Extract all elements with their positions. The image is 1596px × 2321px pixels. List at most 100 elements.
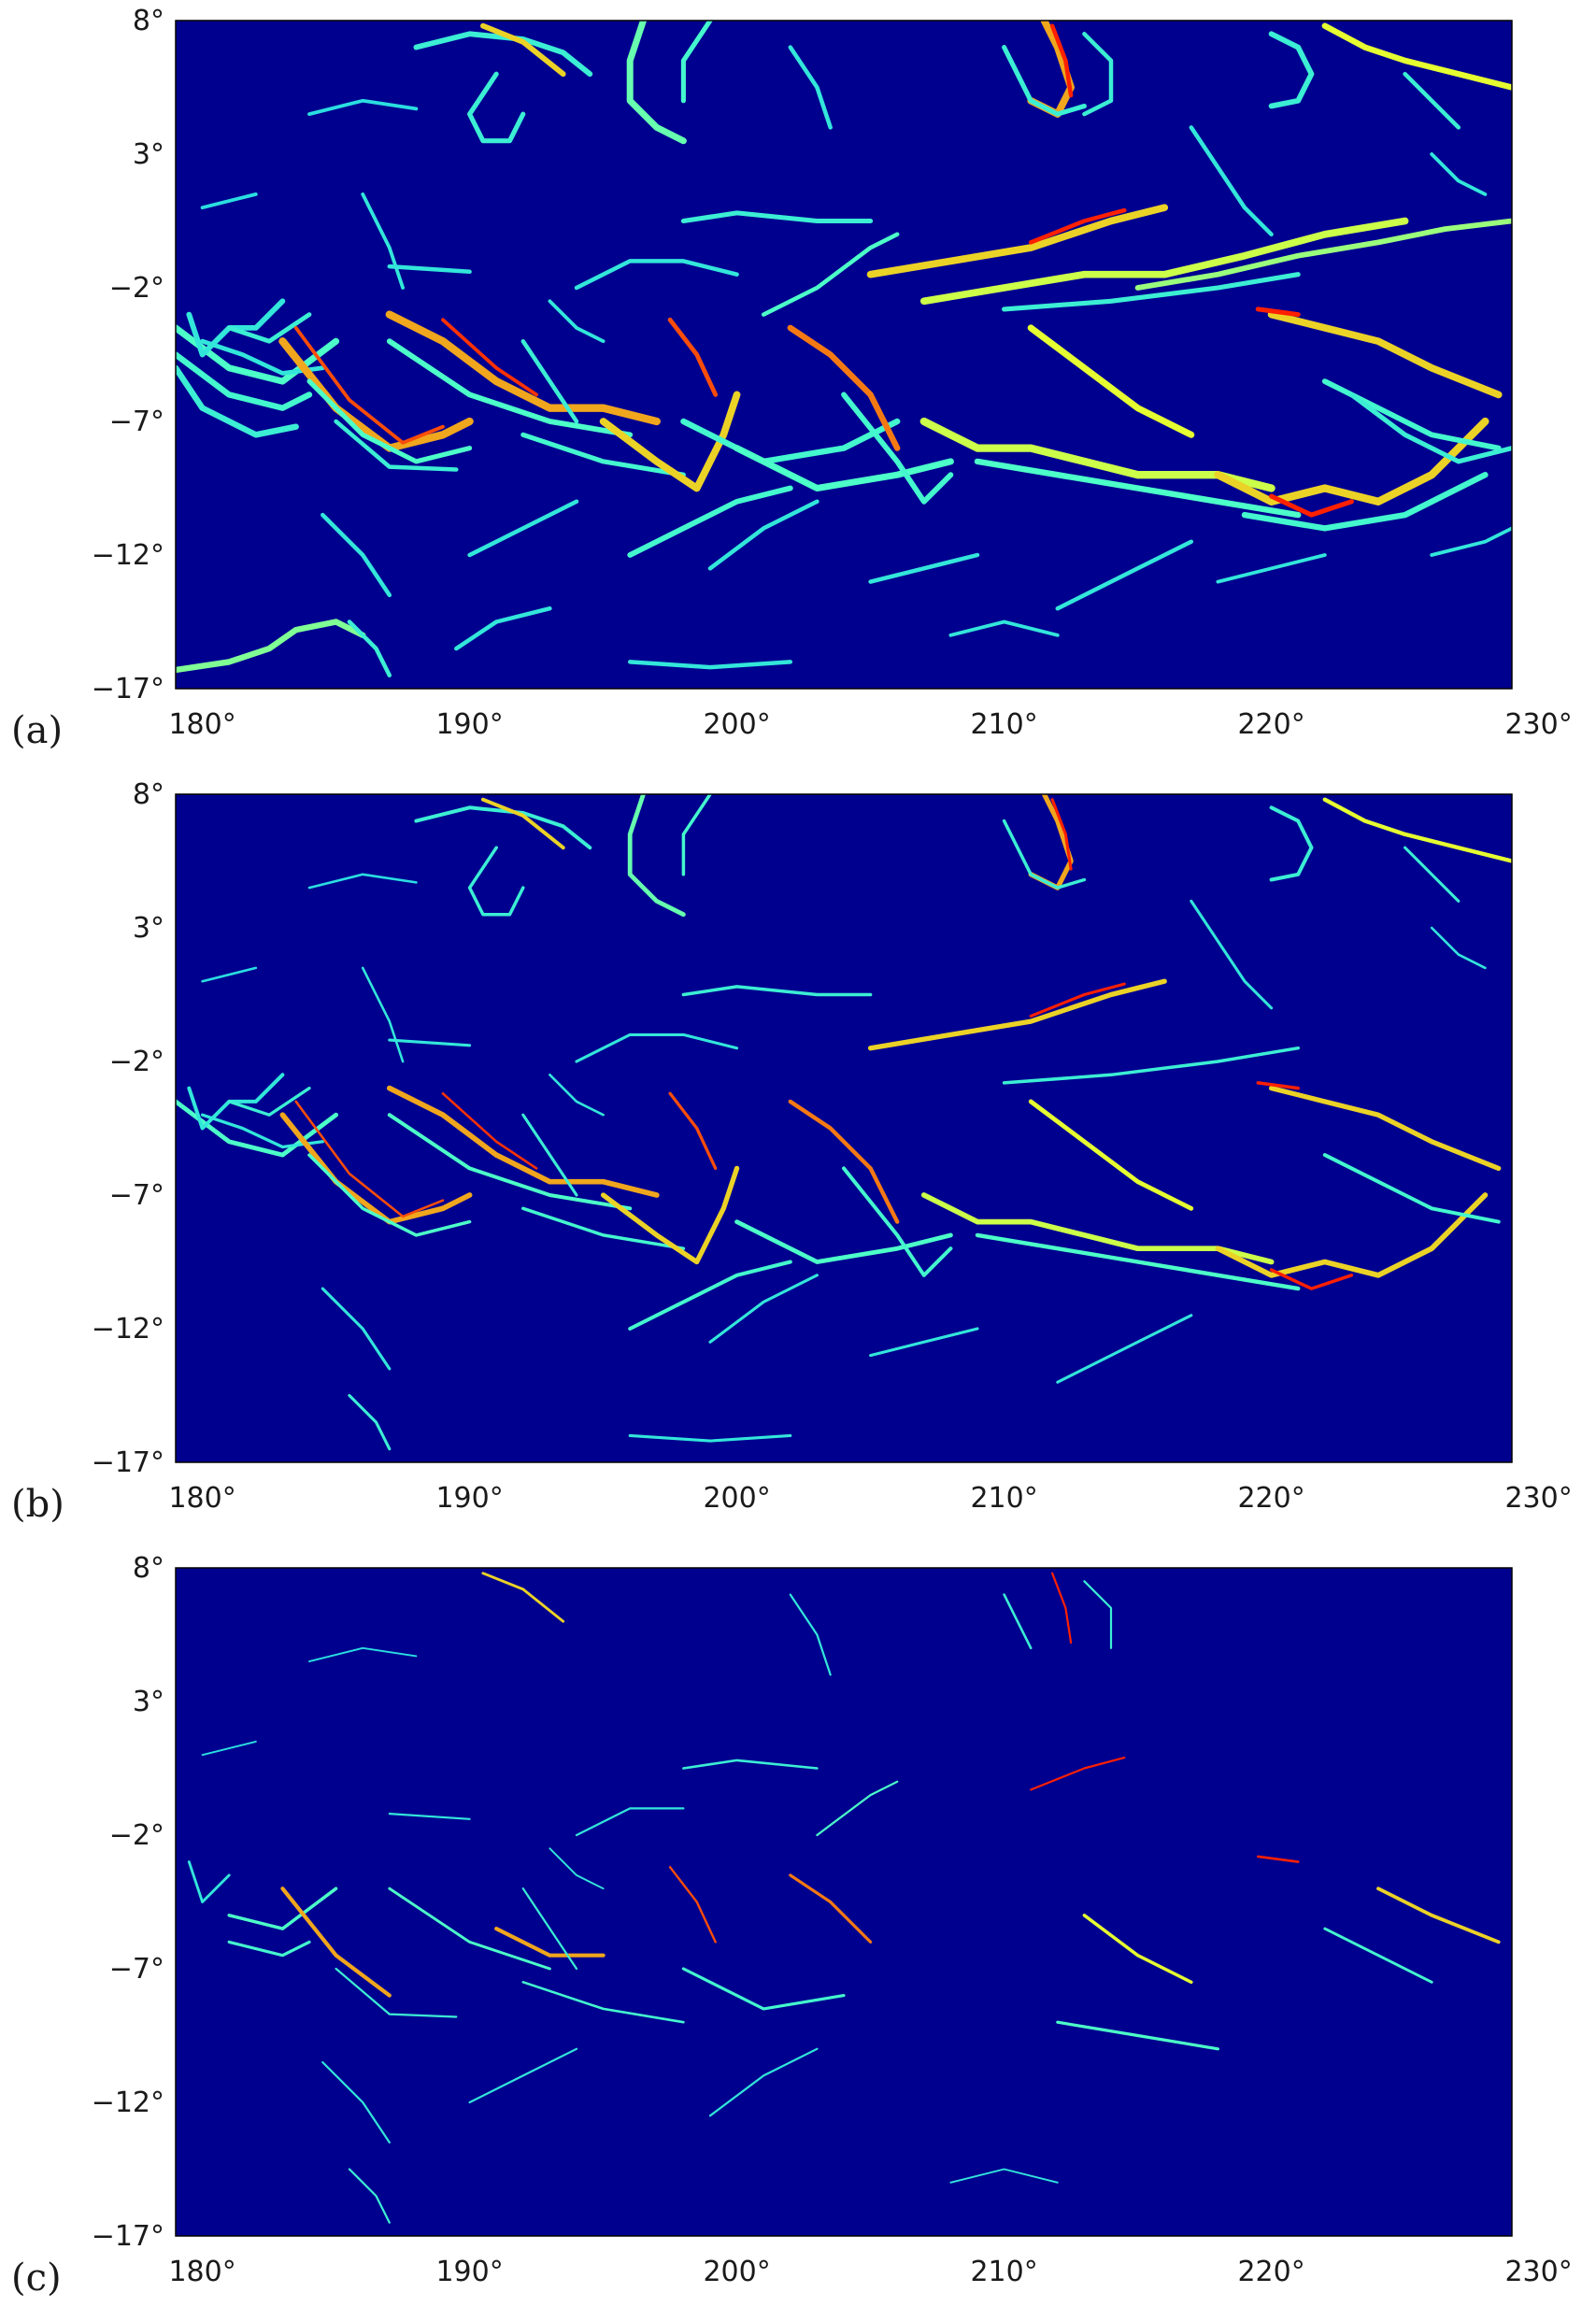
- x-tick-label: 230°: [1504, 1482, 1572, 1515]
- ridge-line: [1002, 1046, 1300, 1085]
- ridge-line: [1269, 493, 1354, 518]
- ridge-line: [385, 310, 661, 426]
- ridge-line: [1002, 272, 1301, 312]
- ridge-line: [294, 1100, 445, 1218]
- ridge-line: [600, 1165, 740, 1265]
- ridge-line: [176, 619, 366, 674]
- ridge-line: [1376, 1887, 1501, 1944]
- ridge-line: [1051, 1572, 1073, 1645]
- panel-label: (c): [11, 2257, 62, 2300]
- ridge-line: [1082, 32, 1114, 117]
- ridge-line: [575, 1032, 739, 1063]
- x-tick-label: 200°: [703, 2256, 770, 2288]
- ridge-line: [335, 1967, 458, 2018]
- ridge-line: [201, 966, 258, 983]
- x-tick-label: 220°: [1237, 1482, 1304, 1515]
- ridge-line: [668, 1091, 718, 1171]
- ridge-line: [1241, 472, 1489, 532]
- ridge-line: [1430, 926, 1487, 970]
- ridge-line: [1267, 310, 1503, 399]
- ridge-line: [866, 204, 1169, 278]
- ridge-line: [387, 1113, 633, 1211]
- ridge-line: [307, 98, 419, 116]
- ridge-line: [348, 1393, 392, 1451]
- ridge-line: [974, 458, 1302, 519]
- ridge-line: [388, 1038, 472, 1047]
- ridge-line: [467, 499, 579, 558]
- ridge-line: [481, 1572, 565, 1623]
- y-tick-label: 8°: [133, 5, 164, 37]
- ridge-line: [1216, 553, 1327, 584]
- ridge-line: [200, 192, 258, 210]
- ridge-line: [520, 432, 686, 477]
- ridge-line: [280, 1887, 392, 1998]
- ridge-line: [868, 552, 980, 584]
- ridge-line: [1002, 819, 1087, 890]
- ridge-line: [387, 263, 472, 275]
- ridge-line: [1027, 324, 1195, 438]
- ridge-line: [788, 45, 833, 130]
- ridge-line: [1028, 207, 1127, 245]
- ridge-line: [1403, 71, 1461, 130]
- ridge-line: [200, 1113, 324, 1149]
- y-tick-label: −17°: [92, 2220, 164, 2253]
- x-tick-label: 210°: [970, 1482, 1037, 1515]
- ridge-line: [361, 966, 405, 1063]
- y-tick-label: 3°: [133, 138, 164, 171]
- x-tick-label: 190°: [435, 2256, 503, 2288]
- ridge-line: [575, 1807, 685, 1837]
- y-tick-label: −2°: [109, 1819, 164, 1852]
- x-tick-label: 200°: [703, 1482, 770, 1515]
- ridge-line: [626, 21, 687, 145]
- y-tick-label: 8°: [133, 778, 164, 811]
- ridge-line: [176, 364, 299, 438]
- ridge-line: [707, 499, 819, 571]
- ridge-line: [1268, 31, 1315, 109]
- ridge-line: [1055, 539, 1194, 611]
- ridge-line: [549, 1847, 605, 1890]
- ridge-line: [1190, 899, 1274, 1010]
- ridge-line: [869, 1327, 979, 1358]
- ridge-line: [1056, 1314, 1193, 1384]
- ridge-line: [321, 1287, 392, 1371]
- y-tick-label: −7°: [109, 1179, 164, 1212]
- ridge-line: [520, 338, 579, 424]
- ridge-line: [948, 619, 1060, 637]
- y-tick-label: 3°: [133, 912, 164, 945]
- ridge-line: [788, 1099, 900, 1224]
- ridge-line: [761, 232, 900, 317]
- y-tick-label: 3°: [133, 1686, 164, 1718]
- y-tick-label: −17°: [92, 673, 164, 705]
- ridge-line: [1322, 797, 1512, 863]
- ridge-line: [386, 338, 634, 438]
- ridge-line: [1268, 1085, 1502, 1172]
- ridge-line: [388, 1887, 551, 1971]
- ridge-line: [480, 797, 565, 850]
- ridge-line: [1002, 45, 1087, 117]
- y-tick-label: −2°: [109, 272, 164, 305]
- ridge-line: [1269, 805, 1314, 882]
- ridge-line: [867, 978, 1167, 1051]
- ridge-line: [226, 312, 312, 344]
- ridge-line: [627, 485, 793, 558]
- x-tick-label: 220°: [1237, 2256, 1304, 2288]
- ridge-line: [628, 1433, 792, 1443]
- ridge-line: [494, 1927, 606, 1958]
- ridge-line: [681, 1967, 846, 2011]
- x-tick-label: 190°: [435, 708, 503, 741]
- ridge-line: [414, 805, 592, 850]
- ridge-line: [1255, 306, 1301, 318]
- ridge-line: [682, 1759, 819, 1770]
- x-tick-label: 210°: [970, 2256, 1037, 2288]
- ridge-line: [708, 2047, 819, 2117]
- ridge-line: [627, 794, 686, 918]
- x-tick-label: 190°: [435, 1482, 503, 1515]
- panel-c: 8° 3° −2° −7° −12° −17° 180° 190° 200° 210° 220° 23…: [0, 1547, 1596, 2321]
- ridge-line: [734, 1219, 953, 1264]
- ridge-line: [386, 1085, 660, 1198]
- ridge-line: [734, 445, 954, 491]
- ridge-line: [1321, 22, 1512, 91]
- x-tick-label: 180°: [168, 2256, 235, 2288]
- ridge-line: [306, 378, 473, 464]
- y-tick-label: −12°: [92, 539, 164, 572]
